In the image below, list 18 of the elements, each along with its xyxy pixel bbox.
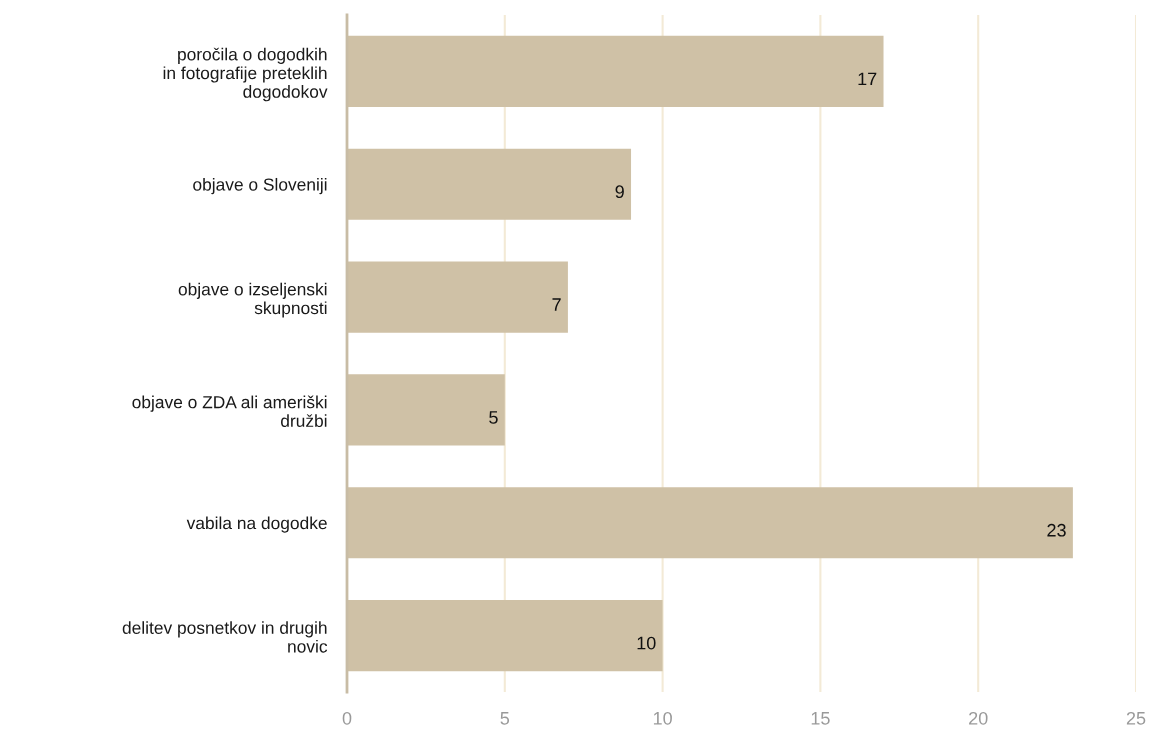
data-label: 9	[615, 185, 624, 199]
y-tick-label: objave o ZDA ali ameriški družbi	[132, 395, 327, 428]
y-tick-label: poročila o dogodkih in fotografije preteklih dogodokov	[163, 47, 328, 102]
data-label: 10	[637, 636, 656, 650]
y-tick-label: delitev posnetkov in drugih novic	[122, 621, 328, 653]
x-tick-label: 15	[811, 712, 830, 725]
y-tick-label: objave o Sloveniji	[193, 177, 327, 195]
y-tick-label: vabila na dogodke	[186, 516, 327, 533]
x-tick-label: 5	[500, 712, 510, 725]
data-label: 7	[552, 298, 561, 311]
y-tick-label: objave o izseljenski skupnosti	[178, 282, 327, 318]
x-tick-label: 0	[342, 711, 352, 725]
data-label: 17	[858, 72, 877, 86]
data-label: 5	[489, 411, 498, 424]
x-tick-label: 25	[1126, 711, 1146, 725]
data-label: 23	[1047, 523, 1066, 537]
x-tick-label: 10	[653, 711, 672, 725]
x-tick-label: 20	[969, 711, 988, 725]
